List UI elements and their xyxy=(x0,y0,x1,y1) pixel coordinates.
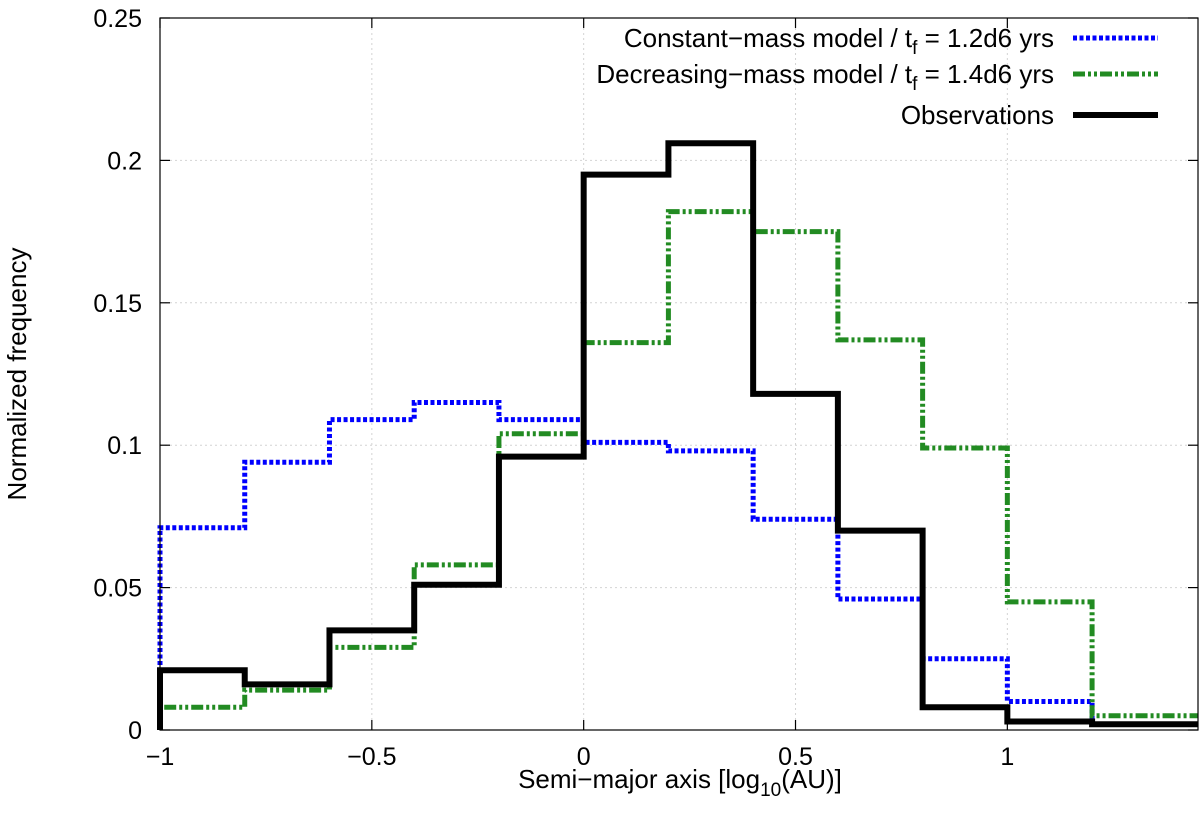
legend-label: Constant−mass model / tf = 1.2d6 yrs xyxy=(624,23,1054,59)
legend-label: Observations xyxy=(901,100,1054,130)
axis-ticks: 0 0.05 0.1 0.15 0.2 0.25 −1 −0.5 0 0.5 1 xyxy=(93,5,1198,771)
y-tick-label: 0.15 xyxy=(93,290,142,318)
x-tick-label: 1 xyxy=(1000,743,1014,771)
y-axis-title: Normalized frequency xyxy=(2,248,32,501)
y-tick-label: 0.2 xyxy=(107,147,142,175)
plot-frame xyxy=(159,17,1199,731)
y-tick-label: 0.25 xyxy=(93,5,142,33)
legend-label: Decreasing−mass model / tf = 1.4d6 yrs xyxy=(596,59,1054,95)
series-line-constant-mass-model xyxy=(157,399,1198,730)
y-tick-label: 0 xyxy=(128,717,142,745)
series-line-observations xyxy=(157,140,1198,730)
legend: Constant−mass model / tf = 1.2d6 yrsDecr… xyxy=(596,23,1158,130)
series-layer xyxy=(157,140,1198,730)
y-tick-label: 0.1 xyxy=(107,432,142,460)
series-line-decreasing-mass-model xyxy=(157,209,1198,730)
x-tick-label: 0 xyxy=(577,743,591,771)
x-tick-label: 0.5 xyxy=(778,743,813,771)
y-tick-label: 0.05 xyxy=(93,575,142,603)
x-tick-label: −1 xyxy=(146,743,175,771)
x-axis-title: Semi−major axis [log10(AU)] xyxy=(518,764,842,801)
x-tick-label: −0.5 xyxy=(347,743,396,771)
